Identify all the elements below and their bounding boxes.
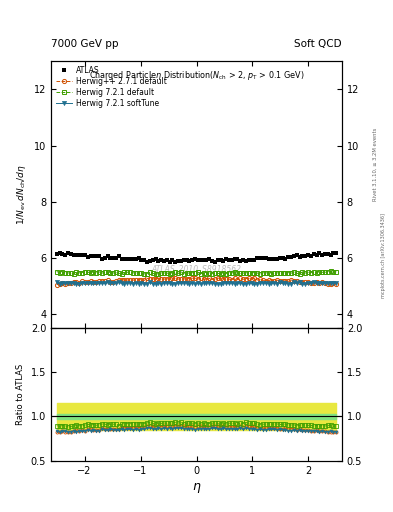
Herwig++ 2.7.1 default (198, 275, 203, 281)
Herwig 7.2.1 default (108, 270, 113, 276)
Y-axis label: $1/N_\mathrm{ev}\,dN_\mathrm{ch}/d\eta$: $1/N_\mathrm{ev}\,dN_\mathrm{ch}/d\eta$ (15, 164, 28, 225)
Herwig 7.2.1 softTune (325, 280, 330, 286)
Line: ATLAS: ATLAS (55, 251, 338, 264)
Herwig 7.2.1 softTune (317, 280, 322, 286)
Herwig++ 2.7.1 default (323, 280, 327, 286)
Text: mcplots.cern.ch [arXiv:1306.3436]: mcplots.cern.ch [arXiv:1306.3436] (381, 214, 386, 298)
Herwig 7.2.1 default (328, 268, 333, 274)
Herwig++ 2.7.1 default (232, 275, 237, 281)
Herwig++ 2.7.1 default (54, 282, 59, 288)
ATLAS (167, 259, 172, 265)
Herwig 7.2.1 default (119, 271, 124, 277)
Text: Charged Particle$\eta$ Distribution($N_\mathrm{ch}$ > 2, $p_\mathrm{T}$ > 0.1 Ge: Charged Particle$\eta$ Distribution($N_\… (89, 70, 304, 82)
Herwig++ 2.7.1 default (334, 281, 339, 287)
Text: ATLAS_2010_S8918562: ATLAS_2010_S8918562 (151, 265, 242, 273)
Line: Herwig++ 2.7.1 default: Herwig++ 2.7.1 default (55, 276, 338, 287)
ATLAS (325, 251, 330, 257)
Herwig 7.2.1 default (224, 270, 228, 276)
Y-axis label: Ratio to ATLAS: Ratio to ATLAS (16, 364, 25, 425)
Line: Herwig 7.2.1 softTune: Herwig 7.2.1 softTune (55, 280, 338, 286)
Herwig 7.2.1 softTune (311, 279, 316, 285)
Herwig++ 2.7.1 default (108, 279, 113, 285)
ATLAS (111, 255, 116, 262)
Herwig 7.2.1 default (54, 268, 59, 274)
Herwig++ 2.7.1 default (119, 276, 124, 283)
Herwig 7.2.1 default (314, 270, 319, 276)
Line: Herwig 7.2.1 default: Herwig 7.2.1 default (55, 269, 338, 276)
Herwig 7.2.1 softTune (334, 280, 339, 286)
Text: Soft QCD: Soft QCD (294, 38, 342, 49)
Herwig++ 2.7.1 default (314, 279, 319, 285)
ATLAS (204, 257, 209, 263)
Herwig 7.2.1 default (153, 271, 158, 278)
ATLAS (334, 250, 339, 257)
Herwig 7.2.1 softTune (54, 279, 59, 285)
ATLAS (66, 250, 70, 256)
Herwig++ 2.7.1 default (221, 276, 226, 282)
Herwig 7.2.1 default (201, 270, 206, 276)
Text: Rivet 3.1.10, ≥ 3.2M events: Rivet 3.1.10, ≥ 3.2M events (373, 127, 378, 201)
ATLAS (227, 257, 231, 263)
Herwig 7.2.1 softTune (108, 280, 113, 286)
Legend: ATLAS, Herwig++ 2.7.1 default, Herwig 7.2.1 default, Herwig 7.2.1 softTune: ATLAS, Herwig++ 2.7.1 default, Herwig 7.… (54, 65, 168, 109)
ATLAS (122, 256, 127, 262)
Herwig 7.2.1 softTune (119, 280, 124, 286)
Herwig 7.2.1 default (334, 269, 339, 275)
Herwig 7.2.1 default (323, 269, 327, 275)
Herwig 7.2.1 softTune (252, 281, 257, 287)
X-axis label: $\eta$: $\eta$ (192, 481, 201, 495)
Herwig 7.2.1 softTune (198, 281, 203, 287)
Herwig 7.2.1 softTune (221, 280, 226, 286)
Text: 7000 GeV pp: 7000 GeV pp (51, 38, 119, 49)
ATLAS (54, 250, 59, 257)
ATLAS (317, 250, 322, 257)
